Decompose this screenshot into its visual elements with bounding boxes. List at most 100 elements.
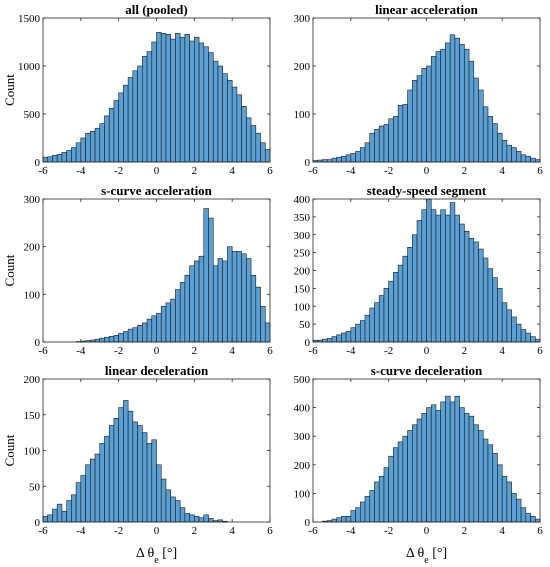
histogram-bar <box>123 84 129 163</box>
histogram-bar <box>497 132 503 163</box>
histogram-bar <box>355 507 361 523</box>
histogram-bar <box>407 246 413 343</box>
panel-1: -6 -4 -2 0 2 4 6 0 500 1000 1500 all (pooled) Count <box>2 2 273 177</box>
histogram-bar <box>132 327 138 343</box>
histogram-bar <box>108 425 115 523</box>
histogram-bar <box>364 142 371 163</box>
histogram-bar <box>478 248 484 343</box>
histogram-bar <box>184 274 190 343</box>
histogram-bar <box>198 517 205 523</box>
x-tick-label: 2 <box>462 525 468 537</box>
histogram-bar <box>151 41 157 163</box>
histogram-bar <box>449 401 456 523</box>
x-tick-label: 6 <box>537 165 543 177</box>
histogram-bar <box>383 288 389 343</box>
histogram-bar <box>127 328 134 343</box>
y-tick-label: 100 <box>294 109 311 121</box>
histogram-bar <box>412 424 418 523</box>
histogram-bar <box>336 517 342 523</box>
y-tick-label: 500 <box>24 109 41 121</box>
x-tick-label: 0 <box>424 345 430 357</box>
histogram-bar <box>435 51 441 163</box>
histogram-bar <box>468 60 475 163</box>
histogram-bar <box>388 455 394 523</box>
x-tick-label: 6 <box>267 345 273 357</box>
y-tick-label: 0 <box>35 157 41 169</box>
histogram-bar <box>56 503 63 523</box>
x-tick-label: 2 <box>462 165 468 177</box>
histogram-bar <box>198 255 205 343</box>
histogram-bar <box>179 507 186 523</box>
histogram-bar <box>464 48 470 163</box>
y-tick-label: 400 <box>294 194 311 206</box>
histogram-bar <box>355 151 361 163</box>
histogram-bar <box>146 318 153 343</box>
histogram-bar <box>478 430 484 523</box>
histogram-bar <box>217 258 224 343</box>
histogram-bar <box>345 330 352 343</box>
histogram-bar <box>85 132 91 163</box>
x-tick-label: 0 <box>154 345 160 357</box>
y-axis-label: Count <box>2 254 17 286</box>
histogram-bar <box>412 80 418 163</box>
histogram-bar <box>359 147 366 163</box>
histogram-bar <box>402 104 408 163</box>
histogram-bar <box>525 513 531 523</box>
histogram-bar <box>516 151 522 163</box>
histogram-bar <box>388 118 394 163</box>
histogram-bar <box>445 214 451 343</box>
histogram-bar <box>94 338 101 343</box>
histogram-bar <box>416 220 423 343</box>
y-tick-label: 50 <box>29 481 41 493</box>
histogram-bar <box>142 56 148 163</box>
histogram-bar <box>137 65 143 163</box>
histogram-bar <box>142 322 148 343</box>
y-tick-label: 150 <box>294 283 311 295</box>
histogram-bar <box>416 75 423 163</box>
y-tick-label: 1000 <box>18 61 41 73</box>
x-tick-label: -2 <box>384 345 393 357</box>
histogram-bar <box>345 515 352 523</box>
histogram-bar <box>250 125 257 163</box>
histogram-bar <box>331 518 337 523</box>
histogram-bar <box>246 117 252 163</box>
histogram-bar <box>108 335 115 343</box>
histogram-bar <box>449 34 456 163</box>
histogram-bar <box>454 37 460 163</box>
histogram-bar <box>208 217 214 343</box>
histogram-bar <box>156 313 162 343</box>
histogram-bar <box>198 42 205 163</box>
histogram-bar <box>520 507 527 523</box>
histogram-bar <box>416 418 423 523</box>
histogram-bar <box>42 156 49 163</box>
histogram-bar <box>350 510 356 523</box>
histogram-bar <box>52 154 58 163</box>
x-tick-label: -4 <box>346 165 356 177</box>
x-tick-label: 6 <box>267 525 273 537</box>
histogram-bar <box>179 282 186 343</box>
x-tick-label: 2 <box>192 525 198 537</box>
x-tick-label: 6 <box>267 165 273 177</box>
y-tick-label: 200 <box>24 242 41 254</box>
histogram-bar <box>501 475 508 523</box>
x-tick-label: -6 <box>38 525 48 537</box>
histogram-bar <box>473 241 479 343</box>
x-axis-label: Δ θe [°] <box>136 546 177 566</box>
panel-title: linear deceleration <box>105 363 209 378</box>
histogram-bar <box>445 42 451 163</box>
y-tick-label: 200 <box>294 460 311 472</box>
histogram-bar <box>440 401 446 523</box>
histogram-bar <box>94 453 101 523</box>
y-tick-label: 200 <box>294 266 311 278</box>
histogram-bar <box>47 514 53 523</box>
histogram-bar <box>359 501 366 523</box>
panel-title: s-curve deceleration <box>371 363 483 378</box>
histogram-bar <box>165 489 171 523</box>
histogram-bar <box>350 327 356 343</box>
histogram-bar <box>260 305 266 343</box>
histogram-bar <box>113 418 119 523</box>
x-tick-label: -6 <box>38 165 48 177</box>
histogram-bar <box>430 209 437 343</box>
histogram-bar <box>393 447 399 523</box>
